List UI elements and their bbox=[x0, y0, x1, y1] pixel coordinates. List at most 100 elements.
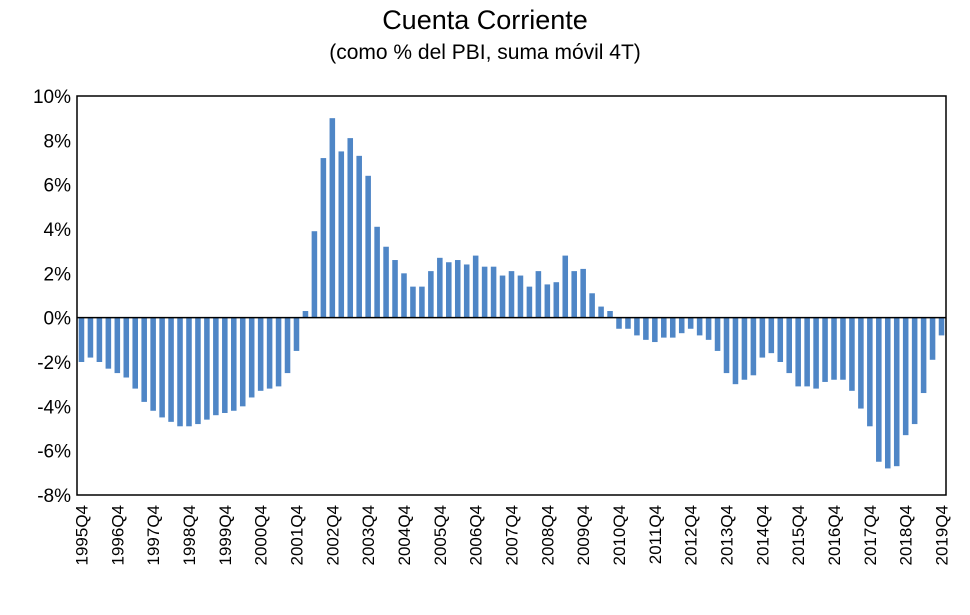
bar-2010Q4 bbox=[616, 317, 622, 329]
y-tick-label: -8% bbox=[37, 486, 71, 507]
bar-2013Q4 bbox=[723, 317, 730, 374]
chart-subtitle: (como % del PBI, suma móvil 4T) bbox=[329, 41, 641, 64]
bar-2009Q2 bbox=[562, 255, 569, 318]
bar-1998Q2 bbox=[168, 317, 174, 422]
bar-2000Q2 bbox=[239, 317, 246, 407]
x-tick-label: 1995Q4 bbox=[72, 505, 91, 566]
bar-2013Q2 bbox=[705, 317, 712, 340]
bar-1999Q1 bbox=[195, 317, 201, 425]
bar-1996Q4 bbox=[114, 317, 121, 374]
bar-2003Q3 bbox=[356, 155, 362, 318]
bar-2017Q2 bbox=[849, 317, 855, 391]
bar-1998Q1 bbox=[159, 317, 165, 418]
bar-2012Q4 bbox=[687, 317, 694, 329]
x-tick-label: 2015Q4 bbox=[789, 505, 808, 566]
bar-1999Q3 bbox=[213, 317, 219, 416]
bar-2004Q1 bbox=[374, 226, 380, 318]
chart-title: Cuenta Corriente bbox=[382, 5, 588, 35]
bar-2016Q2 bbox=[813, 317, 819, 389]
x-tick-label: 2000Q4 bbox=[252, 505, 271, 566]
x-tick-label: 2007Q4 bbox=[503, 505, 522, 566]
y-tick-label: 2% bbox=[44, 264, 72, 285]
bar-2007Q4 bbox=[508, 271, 515, 318]
bar-1995Q4 bbox=[78, 317, 85, 362]
x-tick-label: 2003Q4 bbox=[359, 505, 378, 566]
bar-2000Q3 bbox=[248, 317, 255, 398]
x-tick-label: 2017Q4 bbox=[861, 505, 880, 566]
bar-1998Q4 bbox=[186, 317, 192, 427]
bar-2007Q1 bbox=[481, 266, 488, 318]
x-tick-label: 1999Q4 bbox=[216, 505, 235, 566]
bar-2018Q3 bbox=[893, 317, 900, 467]
plot-area-frame bbox=[76, 95, 947, 496]
bar-2015Q4 bbox=[795, 317, 801, 387]
bar-2011Q3 bbox=[643, 317, 649, 340]
bar-2008Q1 bbox=[517, 275, 524, 318]
x-tick-label: 2008Q4 bbox=[538, 505, 557, 566]
bar-2001Q2 bbox=[275, 317, 282, 387]
bar-1997Q3 bbox=[141, 317, 147, 402]
bar-2012Q2 bbox=[669, 317, 676, 338]
x-tick-label: 1996Q4 bbox=[108, 505, 127, 566]
y-tick-label: -4% bbox=[37, 397, 71, 418]
bar-2006Q4 bbox=[472, 255, 479, 318]
x-tick-label: 2016Q4 bbox=[825, 505, 844, 566]
bar-2003Q1 bbox=[338, 151, 345, 318]
bar-2019Q4 bbox=[938, 317, 945, 336]
bar-2012Q1 bbox=[661, 317, 667, 338]
bar-1997Q1 bbox=[123, 317, 130, 378]
bar-1996Q2 bbox=[96, 317, 103, 362]
bar-2001Q4 bbox=[293, 317, 300, 351]
bar-2002Q3 bbox=[320, 158, 327, 318]
x-tick-label: 2011Q4 bbox=[646, 505, 665, 564]
x-tick-label: 2005Q4 bbox=[431, 505, 450, 566]
x-tick-label: 2019Q4 bbox=[933, 505, 952, 566]
bar-2004Q3 bbox=[392, 260, 398, 318]
bar-2017Q1 bbox=[840, 317, 846, 380]
x-tick-label: 2018Q4 bbox=[897, 505, 916, 566]
bar-2005Q4 bbox=[437, 257, 443, 318]
bar-1999Q4 bbox=[222, 317, 228, 413]
bar-2014Q1 bbox=[732, 317, 739, 385]
y-tick-label: 10% bbox=[33, 87, 71, 108]
x-tick-label: 1997Q4 bbox=[144, 505, 163, 566]
bar-2002Q1 bbox=[302, 311, 309, 318]
y-axis: 10% 8% 6% 4% 2% 0% -2% -4% -6% -8% bbox=[33, 87, 71, 507]
bar-2006Q1 bbox=[446, 262, 452, 318]
bar-2014Q2 bbox=[741, 317, 748, 380]
bar-1999Q2 bbox=[204, 317, 210, 420]
bar-1997Q2 bbox=[132, 317, 138, 389]
bar-2001Q1 bbox=[266, 317, 273, 389]
bar-2003Q4 bbox=[365, 175, 371, 318]
bar-2016Q4 bbox=[831, 317, 837, 380]
bar-2000Q1 bbox=[231, 317, 237, 411]
bar-2000Q4 bbox=[257, 317, 264, 391]
x-tick-label: 2006Q4 bbox=[467, 505, 486, 566]
bar-2008Q3 bbox=[535, 271, 542, 318]
bar-2011Q4 bbox=[652, 317, 658, 343]
bar-2011Q2 bbox=[634, 317, 640, 336]
bar-1996Q1 bbox=[87, 317, 94, 358]
bar-2012Q3 bbox=[678, 317, 685, 334]
bar-2005Q3 bbox=[428, 271, 434, 318]
bar-1996Q3 bbox=[105, 317, 112, 369]
bar-2006Q2 bbox=[454, 260, 461, 318]
y-tick-label: 0% bbox=[44, 309, 72, 330]
bar-2014Q3 bbox=[750, 317, 757, 376]
bar-2015Q3 bbox=[786, 317, 792, 374]
bar-2013Q3 bbox=[714, 317, 721, 351]
bar-2007Q3 bbox=[499, 275, 506, 318]
bar-2004Q4 bbox=[401, 273, 407, 318]
bar-2008Q4 bbox=[544, 284, 551, 318]
x-tick-label: 2001Q4 bbox=[287, 505, 306, 566]
bar-1998Q3 bbox=[177, 317, 183, 427]
bar-2018Q2 bbox=[884, 317, 891, 469]
x-tick-label: 1998Q4 bbox=[180, 505, 199, 566]
bar-2004Q2 bbox=[383, 246, 389, 318]
bar-2017Q3 bbox=[858, 317, 864, 409]
bar-2017Q4 bbox=[867, 317, 873, 427]
x-tick-label: 2002Q4 bbox=[323, 505, 342, 566]
bar-2015Q1 bbox=[768, 317, 775, 354]
y-tick-label: -6% bbox=[37, 442, 71, 463]
